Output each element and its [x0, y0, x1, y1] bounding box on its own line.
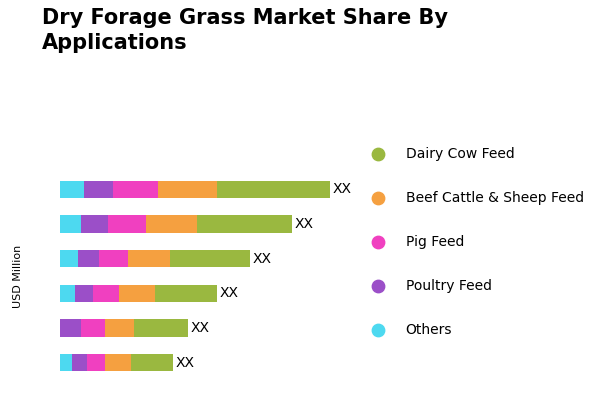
- Bar: [119, 285, 155, 302]
- Bar: [98, 250, 128, 267]
- Bar: [60, 250, 78, 267]
- Point: [373, 239, 383, 245]
- Point: [373, 283, 383, 289]
- Bar: [75, 285, 92, 302]
- Text: XX: XX: [190, 321, 209, 335]
- Text: XX: XX: [294, 217, 313, 231]
- Point: [373, 151, 383, 157]
- Text: XX: XX: [333, 182, 352, 196]
- Text: XX: XX: [253, 252, 272, 266]
- Bar: [72, 354, 87, 371]
- Text: XX: XX: [220, 286, 239, 300]
- Text: Others: Others: [406, 323, 452, 337]
- Bar: [60, 354, 72, 371]
- Bar: [104, 319, 134, 337]
- Text: Dry Forage Grass Market Share By
Applications: Dry Forage Grass Market Share By Applica…: [42, 8, 448, 53]
- Bar: [217, 181, 331, 198]
- Point: [373, 327, 383, 333]
- Bar: [87, 354, 104, 371]
- Bar: [60, 215, 81, 233]
- Text: Pig Feed: Pig Feed: [406, 235, 464, 249]
- Bar: [158, 181, 217, 198]
- Bar: [128, 250, 170, 267]
- Bar: [131, 354, 173, 371]
- Bar: [197, 215, 292, 233]
- Bar: [84, 181, 113, 198]
- Bar: [104, 354, 131, 371]
- Bar: [81, 319, 104, 337]
- Text: XX: XX: [175, 356, 194, 370]
- Bar: [107, 215, 146, 233]
- Point: [373, 195, 383, 201]
- Bar: [134, 319, 188, 337]
- Text: Dairy Cow Feed: Dairy Cow Feed: [406, 147, 514, 161]
- Text: Poultry Feed: Poultry Feed: [406, 279, 491, 293]
- Bar: [155, 285, 217, 302]
- Bar: [92, 285, 119, 302]
- Bar: [60, 181, 84, 198]
- Text: USD Million: USD Million: [13, 244, 23, 308]
- Bar: [60, 319, 81, 337]
- Text: Beef Cattle & Sheep Feed: Beef Cattle & Sheep Feed: [406, 191, 584, 205]
- Bar: [81, 215, 107, 233]
- Bar: [78, 250, 98, 267]
- Bar: [146, 215, 197, 233]
- Bar: [60, 285, 75, 302]
- Bar: [113, 181, 158, 198]
- Bar: [170, 250, 250, 267]
